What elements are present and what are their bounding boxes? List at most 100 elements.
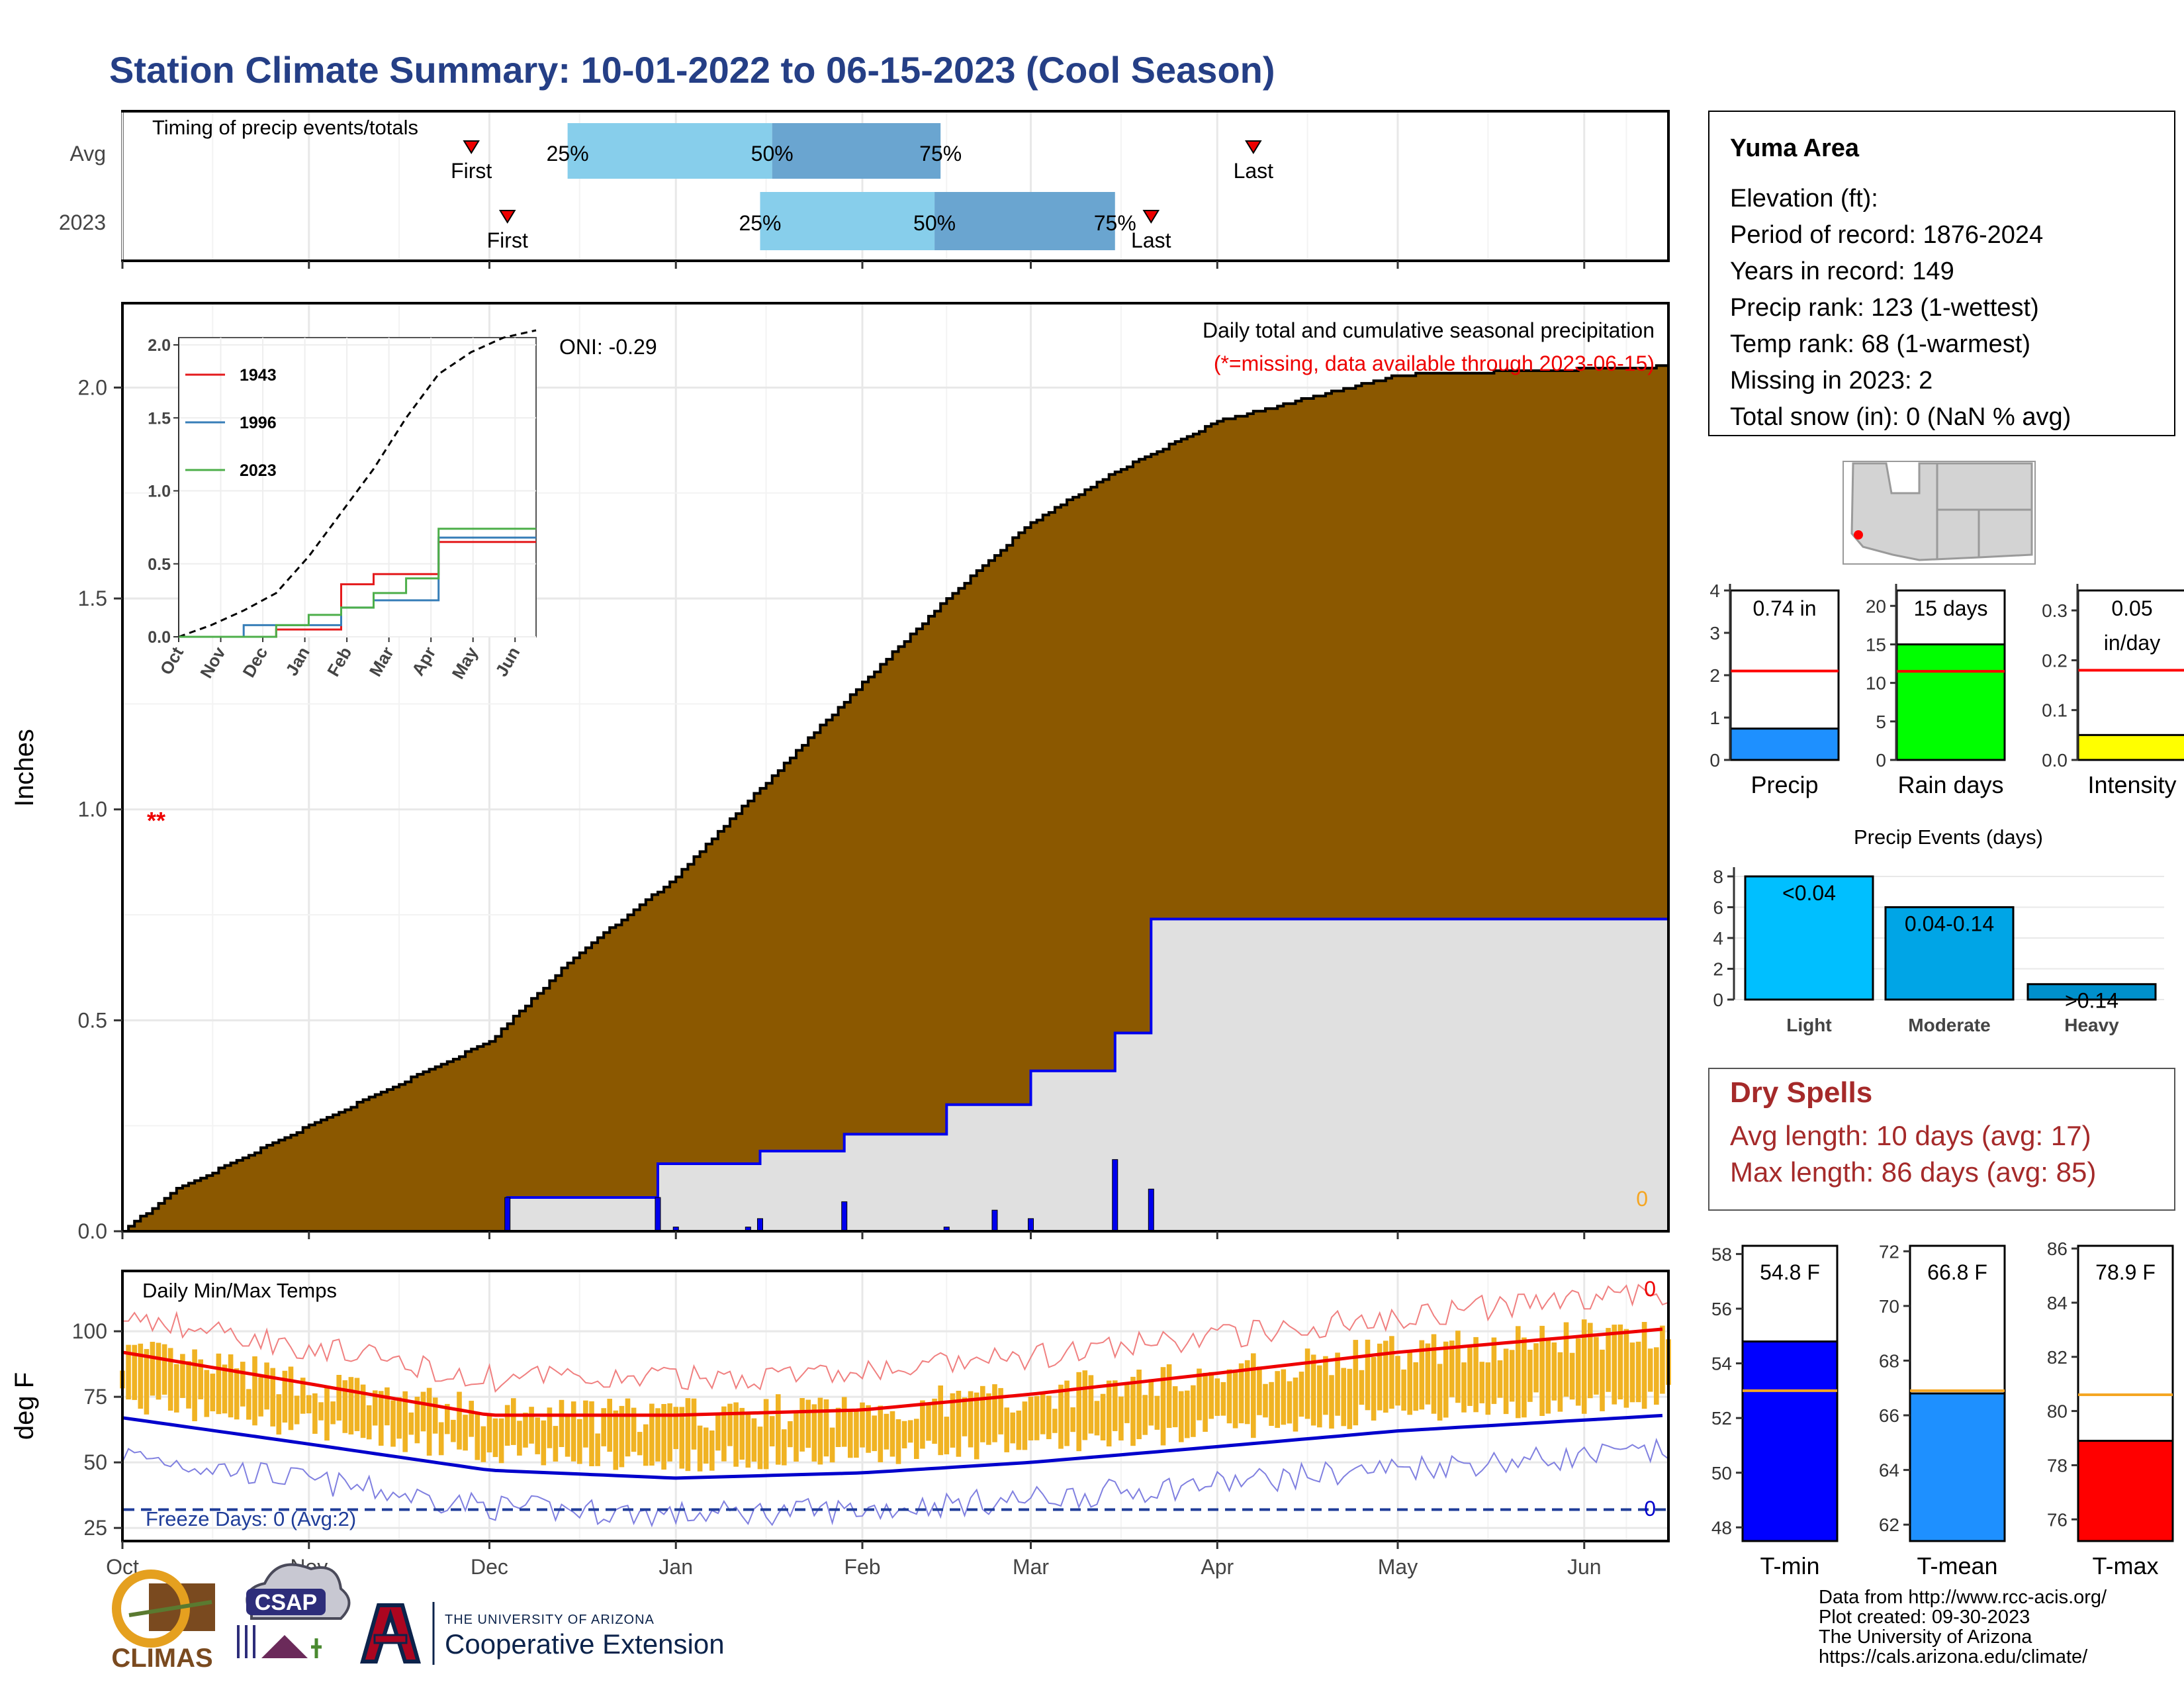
daily-temp-bar [901, 1421, 907, 1448]
temp-stat-y-tick-label: 68 [1879, 1350, 1899, 1371]
inset-legend-label: 1996 [240, 414, 277, 432]
temps-ylabel: deg F [10, 1372, 39, 1440]
daily-temp-bar [625, 1398, 631, 1457]
station-info-box: Yuma Area Elevation (ft): Period of reco… [1708, 111, 2175, 436]
daily-temp-bar [366, 1405, 372, 1440]
precip-events-chart: Precip Events (days) 0 2 4 6 8 <0.04 Light 0.04… [1713, 825, 2164, 1035]
ua-extension-text: Cooperative Extension [445, 1628, 725, 1660]
daily-temp-bar [895, 1419, 901, 1464]
daily-temp-bar [703, 1427, 709, 1464]
credit-line: https://cals.arizona.edu/climate/ [1819, 1646, 2088, 1667]
daily-temp-bar [1317, 1365, 1322, 1428]
csap-text: CSAP [255, 1590, 317, 1615]
daily-temp-bar [1497, 1360, 1503, 1398]
daily-temp-bar [1516, 1326, 1521, 1419]
x-tick-label: Apr [1201, 1555, 1234, 1579]
daily-temp-bar [1154, 1395, 1160, 1430]
stat-y-tick-label: 20 [1866, 596, 1886, 616]
daily-temp-bar [643, 1424, 649, 1466]
daily-temp-bar [1654, 1347, 1659, 1405]
daily-temp-bar [1527, 1350, 1533, 1402]
daily-temp-bar [511, 1398, 516, 1445]
daily-temp-bar [823, 1399, 829, 1457]
timing-marker-label: Last [1234, 159, 1274, 183]
precip-stats: 0.74 in Precip 0 1 2 3 4 15 days Rain days 0 5 10 15… [1709, 581, 2184, 798]
stat-y-tick-label: 0 [1709, 750, 1720, 771]
daily-temp-bar [1263, 1383, 1268, 1418]
daily-temp-bar [1359, 1370, 1365, 1405]
event-range-label: >0.14 [2065, 989, 2118, 1013]
daily-temp-bar [601, 1408, 606, 1446]
daily-temp-bar [631, 1407, 637, 1452]
daily-temp-bar [1545, 1337, 1551, 1414]
timing-quartile-bar [760, 192, 935, 250]
daily-temp-bar [1293, 1378, 1298, 1432]
x-tick-label: Mar [1013, 1555, 1049, 1579]
stat-label: Intensity [2087, 771, 2176, 798]
temp-stat-y-tick-label: 52 [1711, 1408, 1732, 1429]
temp-stat-y-tick-label: 50 [1711, 1463, 1732, 1483]
daily-temp-bar [204, 1370, 210, 1417]
daily-temp-bar [1172, 1386, 1178, 1428]
daily-precip-bar [841, 1201, 848, 1232]
climas-logo: CLIMAS [111, 1570, 215, 1673]
x-tick-label: Jun [1567, 1555, 1602, 1579]
event-range-label: <0.04 [1782, 881, 1836, 905]
daily-precip-bar [655, 1197, 661, 1232]
daily-temp-bar [318, 1402, 324, 1421]
daily-temp-bar [1509, 1350, 1515, 1402]
timing-marker [463, 140, 480, 154]
temps-count-top: 0 [1644, 1277, 1656, 1301]
daily-temp-bar [986, 1393, 991, 1445]
daily-temp-bar [727, 1403, 733, 1446]
stat-y-tick-label: 0.2 [2042, 650, 2068, 671]
events-y-tick-label: 2 [1713, 959, 1723, 979]
station-location-dot [1854, 530, 1863, 539]
stat-bar [1729, 727, 1840, 761]
daily-temp-bar [920, 1400, 925, 1449]
dry-spells-max: Max length: 86 days (avg: 85) [1730, 1156, 2096, 1188]
station-line: Elevation (ft): [1730, 185, 1878, 212]
y-tick-label: 50 [83, 1450, 107, 1474]
daily-temp-bar [577, 1419, 582, 1464]
daily-temp-bar [1647, 1348, 1653, 1392]
daily-temp-bar [210, 1374, 216, 1411]
timing-quartile-label: 75% [919, 142, 962, 165]
cumulative-avg-line [122, 364, 1668, 1233]
daily-temp-bar [463, 1415, 468, 1451]
daily-temp-bar [517, 1421, 522, 1456]
daily-temp-bar [1082, 1370, 1088, 1440]
record-low-line [122, 1438, 1669, 1528]
daily-temp-bar [1371, 1357, 1377, 1421]
temps-count-bottom: 0 [1644, 1497, 1656, 1521]
daily-temp-bar [1461, 1362, 1467, 1413]
daily-temp-bar [1238, 1363, 1244, 1424]
daily-temp-bar [570, 1401, 576, 1462]
timing-row-2023-label: 2023 [59, 211, 106, 234]
ua-small-text: THE UNIVERSITY OF ARIZONA [445, 1613, 655, 1627]
daily-temp-bar [457, 1391, 462, 1450]
freeze-label: Freeze Days: 0 (Avg:2) [146, 1507, 356, 1530]
daily-temp-bar [1635, 1341, 1641, 1403]
event-bar [2026, 983, 2157, 1001]
daily-temp-bar [583, 1400, 588, 1448]
y-tick-label: 1.0 [78, 798, 107, 821]
daily-temp-bar [1623, 1329, 1629, 1408]
daily-temp-bar [535, 1417, 540, 1454]
station-line: Missing in 2023: 2 [1730, 367, 1933, 395]
temp-stat-y-tick-label: 78 [2047, 1455, 2068, 1476]
cumulative-2023-line [122, 917, 1668, 1233]
daily-temp-bar [914, 1419, 919, 1459]
precip-panel: 0.0 0.5 1.0 1.5 2.0 Inches Daily total and c… [10, 302, 1670, 1243]
daily-precip-bar [1028, 1218, 1034, 1232]
daily-temp-bar [156, 1342, 161, 1400]
daily-temp-bar [679, 1407, 685, 1469]
temp-stat-y-tick-label: 72 [1879, 1241, 1899, 1262]
stat-y-tick-label: 2 [1709, 665, 1720, 686]
daily-temp-bar [1052, 1409, 1058, 1433]
daily-temp-bar [1431, 1334, 1437, 1414]
daily-temp-bar [541, 1420, 547, 1466]
timing-quartile-label: 75% [1094, 211, 1136, 235]
daily-temp-bar [1533, 1343, 1539, 1393]
daily-temp-bar [1569, 1352, 1575, 1400]
